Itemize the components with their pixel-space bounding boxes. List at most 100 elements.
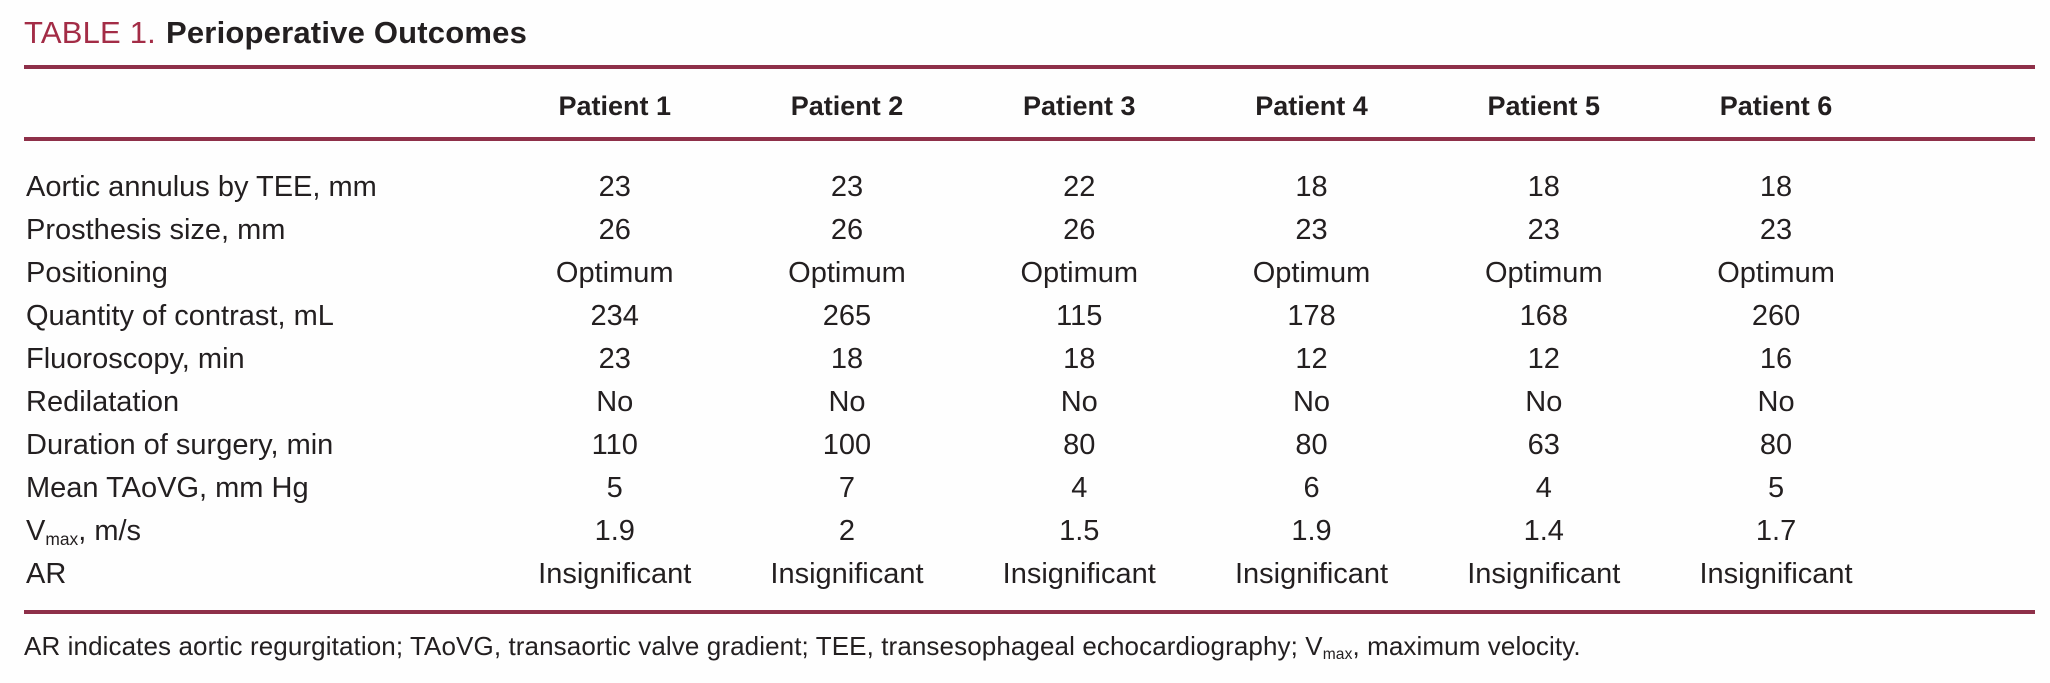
table-cell: Insignificant: [1234, 558, 1389, 591]
table-cell: 18: [830, 343, 864, 376]
table-row-vmax: Vmax, m/s 1.9 2 1.5 1.9 1.4 1.7: [24, 510, 2035, 553]
table-cell: 168: [1519, 300, 1568, 333]
footnote-subscript: max: [1322, 646, 1353, 664]
row-label: Positioning: [26, 257, 168, 290]
table-cell: 12: [1295, 343, 1328, 376]
table-cell: Insignificant: [538, 558, 692, 591]
table-caption: Perioperative Outcomes: [165, 15, 528, 50]
table-row-aortic-annulus: Aortic annulus by TEE, mm 23 23 22 18 18…: [24, 139, 2035, 209]
table-cell: 18: [1295, 171, 1328, 204]
table-cell: 80: [1759, 429, 1793, 462]
table-row-redilatation: Redilatation No No No No No No: [24, 381, 2035, 424]
row-label: Aortic annulus by TEE, mm: [26, 171, 377, 204]
table-cell: 23: [598, 171, 631, 204]
table-row-ar: AR Insignificant Insignificant Insignifi…: [24, 553, 2035, 612]
table-cell: 18: [1527, 171, 1560, 204]
table-cell: Optimum: [1252, 257, 1371, 290]
table-cell: 80: [1295, 429, 1328, 462]
header-spacer-cell: [1892, 69, 2035, 141]
header-row: Patient 1 Patient 2 Patient 3 Patient 4 …: [24, 69, 2035, 141]
table-cell: 23: [1527, 214, 1560, 247]
table-cell: No: [1757, 386, 1795, 419]
table-cell: 100: [822, 429, 872, 462]
table-cell: 234: [590, 300, 639, 333]
table-cell: 6: [1303, 472, 1320, 505]
table-cell: 7: [838, 472, 856, 505]
table-cell: 1.4: [1523, 515, 1564, 548]
table-cell: 4: [1535, 472, 1552, 505]
table-cell: 26: [598, 214, 631, 247]
table-cell: 26: [830, 214, 864, 247]
table-cell: Optimum: [1717, 257, 1835, 290]
table-row-mean-taovg: Mean TAoVG, mm Hg 5 7 4 6 4 5: [24, 467, 2035, 510]
table-cell: 18: [1759, 171, 1793, 204]
table-cell: 4: [1071, 472, 1088, 505]
row-label: Mean TAoVG, mm Hg: [26, 472, 309, 505]
spacer-cell: [1892, 209, 2035, 252]
column-header-patient-2: Patient 2: [730, 69, 964, 141]
table-cell: 1.9: [594, 515, 635, 548]
table-cell: 1.5: [1059, 515, 1100, 548]
row-label: Prosthesis size, mm: [26, 214, 286, 247]
spacer-cell: [1892, 295, 2035, 338]
perioperative-outcomes-table: Patient 1 Patient 2 Patient 3 Patient 4 …: [24, 69, 2035, 614]
row-label: Redilatation: [26, 386, 180, 419]
table-title: TABLE 1. Perioperative Outcomes: [24, 14, 2035, 52]
column-header-patient-6: Patient 6: [1659, 69, 1893, 141]
table-cell: 265: [822, 300, 872, 333]
spacer-cell: [1892, 510, 2035, 553]
row-label: Vmax, m/s: [24, 510, 499, 553]
table-cell: 178: [1287, 300, 1336, 333]
table-cell: 5: [1767, 472, 1785, 505]
spacer-cell: [1892, 338, 2035, 381]
vmax-label-subscript: max: [45, 529, 79, 550]
spacer-cell: [1892, 424, 2035, 467]
column-header-patient-1: Patient 1: [498, 69, 731, 141]
table-cell: Optimum: [1020, 257, 1139, 290]
table-cell: No: [828, 386, 866, 419]
table-cell: 1.7: [1755, 515, 1797, 548]
vmax-label-post: , m/s: [78, 515, 142, 548]
table-cell: 2: [838, 515, 856, 548]
vmax-label-pre: V: [26, 515, 46, 548]
column-header-patient-5: Patient 5: [1427, 69, 1660, 141]
footnote-text-post: , maximum velocity.: [1352, 631, 1581, 661]
column-header-patient-4: Patient 4: [1195, 69, 1428, 141]
spacer-cell: [1892, 381, 2035, 424]
table-cell: 16: [1759, 343, 1793, 376]
table-row-duration-of-surgery: Duration of surgery, min 110 100 80 80 6…: [24, 424, 2035, 467]
table-cell: Insignificant: [1467, 558, 1621, 591]
table-cell: No: [596, 386, 634, 419]
header-empty-cell: [24, 69, 499, 141]
table-cell: No: [1292, 386, 1331, 419]
table-cell: Optimum: [788, 257, 906, 290]
footnote-text-pre: AR indicates aortic regurgitation; TAoVG…: [24, 631, 1323, 661]
spacer-cell: [1892, 252, 2035, 295]
table-cell: 260: [1751, 300, 1801, 333]
top-rule: [24, 65, 2035, 69]
table-cell: 80: [1063, 429, 1096, 462]
table-cell: 23: [598, 343, 631, 376]
column-header-patient-3: Patient 3: [963, 69, 1196, 141]
table-cell: 115: [1056, 300, 1103, 333]
spacer-cell: [1892, 139, 2035, 209]
table-cell: 63: [1527, 429, 1560, 462]
table-cell: 12: [1527, 343, 1560, 376]
row-label: Quantity of contrast, mL: [26, 300, 334, 333]
table-cell: No: [1060, 386, 1098, 419]
table-row-fluoroscopy: Fluoroscopy, min 23 18 18 12 12 16: [24, 338, 2035, 381]
table-cell: Insignificant: [770, 558, 924, 591]
row-label: AR: [26, 558, 67, 591]
row-label: Duration of surgery, min: [26, 429, 334, 462]
table-cell: Optimum: [555, 257, 674, 290]
table-cell: 22: [1063, 171, 1096, 204]
table-row-prosthesis-size: Prosthesis size, mm 26 26 26 23 23 23: [24, 209, 2035, 252]
table-row-positioning: Positioning Optimum Optimum Optimum Opti…: [24, 252, 2035, 295]
table-cell: 1.9: [1291, 515, 1332, 548]
table-cell: 23: [1759, 214, 1793, 247]
table-cell: Optimum: [1484, 257, 1603, 290]
table-cell: 23: [1295, 214, 1328, 247]
table-cell: Insignificant: [1699, 558, 1853, 591]
table-cell: 18: [1063, 343, 1096, 376]
